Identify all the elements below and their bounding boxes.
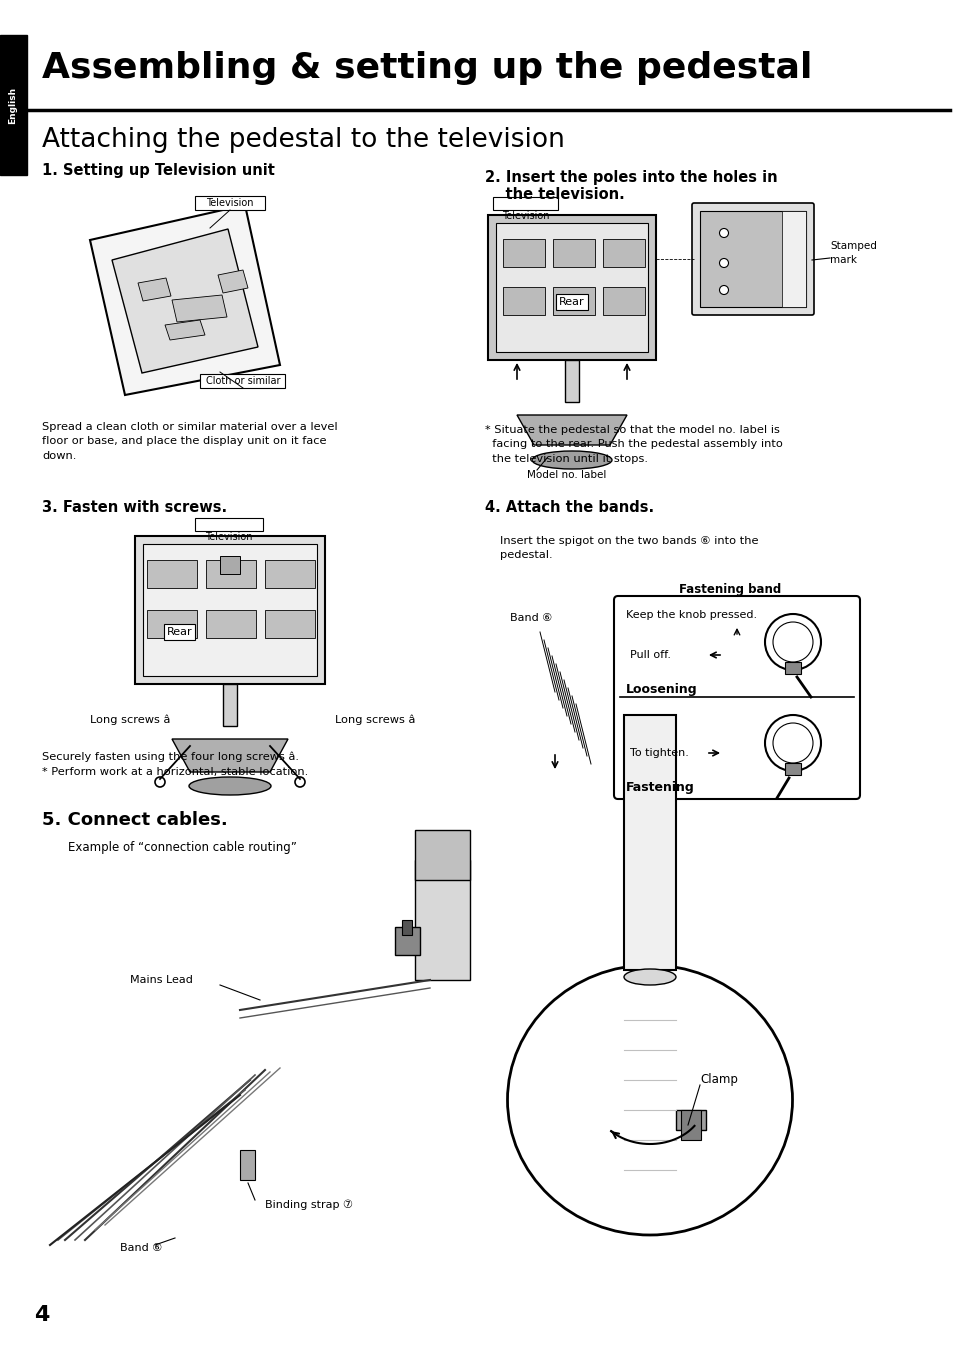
Polygon shape <box>172 295 227 322</box>
Text: English: English <box>9 86 17 124</box>
Text: 3. Fasten with screws.: 3. Fasten with screws. <box>42 500 227 515</box>
Text: Stamped
mark: Stamped mark <box>829 241 876 264</box>
Polygon shape <box>218 270 248 293</box>
Bar <box>502 287 544 316</box>
Bar <box>415 830 470 880</box>
Bar <box>200 374 285 389</box>
Text: Spread a clean cloth or similar material over a level
floor or base, and place t: Spread a clean cloth or similar material… <box>42 422 337 461</box>
Text: Long screws â: Long screws â <box>335 715 415 726</box>
Text: Example of “connection cable routing”: Example of “connection cable routing” <box>68 842 296 854</box>
Text: 4: 4 <box>34 1304 50 1325</box>
Bar <box>553 287 595 316</box>
Bar <box>623 715 676 970</box>
Text: Television: Television <box>206 198 253 208</box>
Text: Binding strap ⑦: Binding strap ⑦ <box>265 1199 353 1210</box>
Text: 4. Attach the bands.: 4. Attach the bands. <box>484 500 654 515</box>
Bar <box>602 239 644 267</box>
Ellipse shape <box>507 965 792 1234</box>
Bar <box>401 920 412 935</box>
Text: Assembling & setting up the pedestal: Assembling & setting up the pedestal <box>42 51 812 85</box>
Bar <box>194 196 265 210</box>
Bar <box>206 610 255 638</box>
Polygon shape <box>90 205 280 395</box>
Bar <box>206 560 255 588</box>
Bar <box>143 544 316 676</box>
Circle shape <box>719 286 728 294</box>
Text: Band ⑥: Band ⑥ <box>510 612 552 623</box>
Text: Television: Television <box>205 532 253 542</box>
Text: Fastening band: Fastening band <box>679 584 781 596</box>
Bar <box>265 610 314 638</box>
Bar <box>502 239 544 267</box>
Polygon shape <box>138 278 171 301</box>
Bar <box>223 684 236 726</box>
Bar <box>553 239 595 267</box>
Text: Long screws â: Long screws â <box>90 715 170 726</box>
Bar <box>602 287 644 316</box>
Bar <box>496 223 647 352</box>
Text: Loosening: Loosening <box>625 683 697 696</box>
Circle shape <box>154 777 165 786</box>
Text: Band ⑥: Band ⑥ <box>120 1242 162 1253</box>
Bar <box>415 861 470 979</box>
Text: Model no. label: Model no. label <box>527 469 606 480</box>
Text: Rear: Rear <box>558 297 584 308</box>
Text: Securely fasten using the four long screws â.
* Perform work at a horizontal, st: Securely fasten using the four long scre… <box>42 751 308 777</box>
Text: 2. Insert the poles into the holes in
    the television.: 2. Insert the poles into the holes in th… <box>484 170 777 202</box>
Ellipse shape <box>623 969 676 985</box>
Bar <box>781 210 805 308</box>
Circle shape <box>719 259 728 267</box>
Text: Fastening: Fastening <box>625 781 694 793</box>
Bar <box>194 518 263 532</box>
Bar <box>220 556 240 575</box>
Bar <box>564 360 578 402</box>
Bar <box>135 536 325 684</box>
Bar <box>395 927 419 955</box>
Bar <box>680 1110 700 1140</box>
Bar <box>676 1110 705 1130</box>
Text: 5. Connect cables.: 5. Connect cables. <box>42 811 228 830</box>
Bar <box>240 1149 254 1180</box>
FancyBboxPatch shape <box>614 596 859 799</box>
Polygon shape <box>112 229 257 374</box>
Text: Rear: Rear <box>167 627 193 637</box>
Text: 1. Setting up Television unit: 1. Setting up Television unit <box>42 162 274 178</box>
Circle shape <box>719 228 728 237</box>
Bar <box>0 35 27 175</box>
Text: Insert the spigot on the two bands ⑥ into the
pedestal.: Insert the spigot on the two bands ⑥ int… <box>499 536 758 560</box>
Bar <box>784 662 801 674</box>
Text: Keep the knob pressed.: Keep the knob pressed. <box>625 610 757 621</box>
Text: Mains Lead: Mains Lead <box>130 975 193 985</box>
Bar <box>493 197 558 210</box>
Circle shape <box>294 777 305 786</box>
Bar <box>488 214 656 360</box>
Text: To tighten.: To tighten. <box>629 747 688 758</box>
Text: Pull off.: Pull off. <box>629 650 670 660</box>
Text: Attaching the pedestal to the television: Attaching the pedestal to the television <box>42 127 564 152</box>
Polygon shape <box>517 415 626 445</box>
Bar <box>147 610 196 638</box>
Ellipse shape <box>189 777 271 795</box>
Bar <box>265 560 314 588</box>
Polygon shape <box>165 320 205 340</box>
Bar <box>147 560 196 588</box>
Bar <box>784 764 801 774</box>
Text: * Situate the pedestal so that the model no. label is
  facing to the rear. Push: * Situate the pedestal so that the model… <box>484 425 782 464</box>
Text: Clamp: Clamp <box>700 1074 737 1086</box>
Text: Television: Television <box>501 210 549 221</box>
Bar <box>700 210 805 308</box>
Ellipse shape <box>532 451 612 469</box>
FancyBboxPatch shape <box>691 202 813 316</box>
Text: Cloth or similar: Cloth or similar <box>206 376 280 386</box>
Polygon shape <box>172 739 288 772</box>
Bar <box>0 0 953 9</box>
